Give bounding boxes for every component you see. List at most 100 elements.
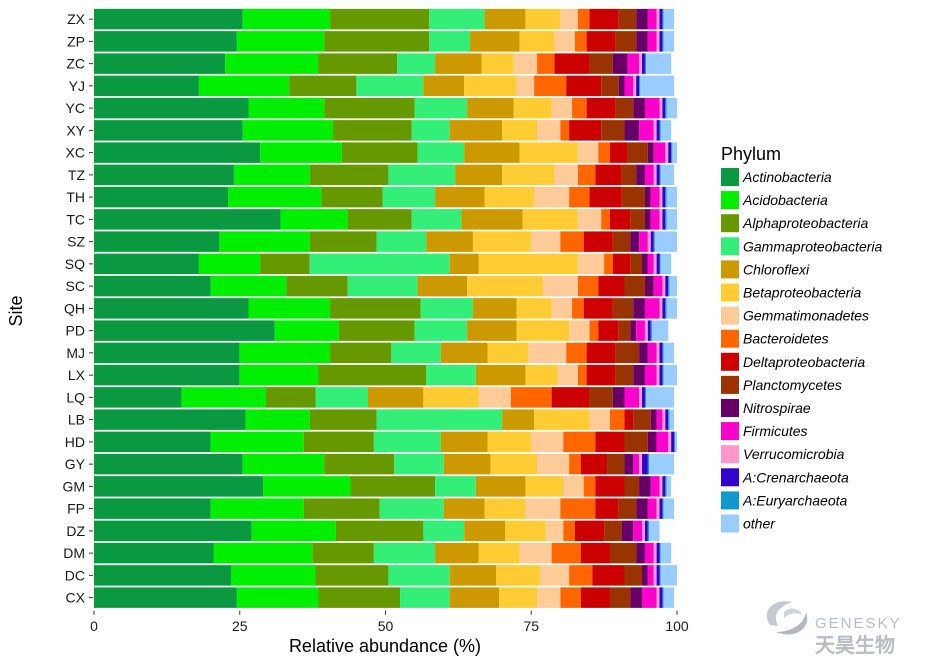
bar-segment-MJ-other: [663, 342, 675, 364]
bar-segment-SZ-alphaproteobacteria: [309, 231, 377, 252]
bar-segment-YC-a-euryarchaeota: [665, 97, 667, 119]
bar-segment-CX-nitrospirae: [630, 587, 643, 608]
bar-segment-TZ-chloroflexi: [455, 164, 503, 186]
bar-segment-DZ-actinobacteria: [94, 520, 252, 542]
bar-segment-GM-acidobacteria: [263, 476, 351, 497]
bar-segment-ZC-bacteroidetes: [537, 53, 555, 74]
bar-segment-LX-acidobacteria: [239, 364, 319, 386]
bar-segment-SC-other: [669, 275, 677, 297]
bar-segment-SC-a-euryarchaeota: [668, 275, 670, 297]
bar-segment-DZ-deltaproteobacteria: [574, 520, 605, 542]
bar-segment-SC-acidobacteria: [210, 275, 287, 297]
bar-segment-HD-gemmatimonadetes: [531, 431, 564, 453]
y-tick-label-qh: QH: [64, 300, 85, 316]
bar-segment-TZ-nitrospirae: [636, 164, 645, 186]
legend-label-alphaproteobacteria: Alphaproteobacteria: [742, 215, 869, 231]
bar-segment-SQ-gemmatimonadetes: [577, 253, 605, 275]
legend-label-nitrospirae: Nitrospirae: [743, 400, 811, 416]
bar-segment-ZC-betaproteobacteria: [481, 53, 514, 74]
bar-segment-YC-planctomycetes: [615, 97, 634, 119]
bar-segment-QH-alphaproteobacteria: [330, 298, 421, 319]
y-tick-label-sc: SC: [66, 278, 85, 294]
y-tick-label-yc: YC: [66, 100, 85, 116]
bar-segment-MJ-gammaproteobacteria: [391, 342, 441, 364]
legend-swatch-firmicutes: [721, 422, 739, 441]
bar-segment-HD-chloroflexi: [440, 431, 488, 453]
bar-segment-ZC-a-crenarchaeota: [642, 53, 645, 74]
bar-segment-QH-bacteroidetes: [572, 298, 584, 319]
bar-segment-ZX-firmicutes: [647, 8, 657, 30]
y-tick-label-sz: SZ: [67, 234, 85, 250]
legend-label-gammaproteobacteria: Gammaproteobacteria: [743, 238, 883, 254]
bar-segment-XY-bacteroidetes: [560, 120, 570, 141]
bar-segment-DC-a-crenarchaeota: [656, 565, 660, 586]
legend-label-other: other: [743, 516, 776, 532]
bar-segment-XY-betaproteobacteria: [502, 120, 538, 141]
bar-segment-ZC-acidobacteria: [225, 53, 319, 74]
bar-segment-TZ-actinobacteria: [94, 164, 234, 186]
bar-segment-SQ-gammaproteobacteria: [309, 253, 450, 275]
bar-segment-YJ-chloroflexi: [423, 75, 465, 97]
bar-segment-TH-gammaproteobacteria: [382, 186, 436, 208]
bar-segment-TC-acidobacteria: [280, 209, 348, 230]
y-tick-label-xc: XC: [66, 145, 85, 161]
bar-segment-DZ-planctomycetes: [604, 520, 622, 542]
bar-segment-ZP-chloroflexi: [470, 31, 520, 52]
bar-segment-XC-a-euryarchaeota: [671, 142, 673, 163]
bar-segment-GM-gammaproteobacteria: [435, 476, 476, 497]
bar-segment-HD-other: [675, 431, 677, 453]
bar-segment-ZX-nitrospirae: [636, 8, 648, 30]
bar-segment-HD-deltaproteobacteria: [595, 431, 625, 453]
bar-segment-YC-alphaproteobacteria: [324, 97, 415, 119]
legend-swatch-other: [721, 514, 739, 533]
bar-segment-PD-bacteroidetes: [589, 320, 599, 341]
bar-segment-LX-alphaproteobacteria: [318, 364, 427, 386]
bar-segment-LB-actinobacteria: [94, 409, 246, 430]
bar-segment-SC-gemmatimonadetes: [542, 275, 578, 297]
bar-segment-GY-nitrospirae: [624, 453, 634, 475]
bar-segment-DZ-bacteroidetes: [563, 520, 575, 542]
bar-segment-YC-other: [666, 97, 677, 119]
bar-segment-LQ-betaproteobacteria: [423, 387, 479, 408]
bar-segment-LX-bacteroidetes: [577, 364, 587, 386]
bar-segment-ZX-betaproteobacteria: [525, 8, 561, 30]
bar-segment-ZC-firmicutes: [627, 53, 640, 74]
bar-segment-GY-a-euryarchaeota: [647, 453, 650, 475]
bar-segment-DZ-gemmatimonadetes: [545, 520, 564, 542]
bar-segment-SQ-planctomycetes: [630, 253, 643, 275]
bar-segment-TC-bacteroidetes: [601, 209, 610, 230]
bar-segment-SZ-chloroflexi: [426, 231, 473, 252]
y-tick-label-th: TH: [66, 189, 85, 205]
bar-segment-MJ-gemmatimonadetes: [528, 342, 567, 364]
logo-mark-icon: [766, 601, 808, 635]
bar-segment-YJ-planctomycetes: [601, 75, 619, 97]
bar-segment-XC-planctomycetes: [627, 142, 648, 163]
bar-segment-TH-a-euryarchaeota: [665, 186, 667, 208]
bar-segment-MJ-chloroflexi: [440, 342, 488, 364]
bar-segment-GM-planctomycetes: [624, 476, 640, 497]
bar-segment-DZ-verrucomicrobia: [642, 520, 645, 542]
x-tick-label-50: 50: [378, 618, 394, 634]
bar-segment-LB-chloroflexi: [502, 409, 535, 430]
bar-segment-TC-gemmatimonadetes: [577, 209, 602, 230]
bar-segment-SQ-firmicutes: [647, 253, 654, 275]
bars-layer: [94, 8, 677, 608]
bar-segment-QH-planctomycetes: [612, 298, 634, 319]
bar-segment-YC-firmicutes: [644, 97, 660, 119]
bar-segment-DM-planctomycetes: [609, 542, 637, 564]
bar-segment-TH-chloroflexi: [435, 186, 485, 208]
bar-segment-PD-verrucomicrobia: [644, 320, 648, 341]
legend-swatch-nitrospirae: [721, 399, 739, 417]
bar-segment-DC-bacteroidetes: [569, 565, 593, 586]
bar-segment-DC-alphaproteobacteria: [315, 565, 389, 586]
bar-segment-GM-gemmatimonadetes: [563, 476, 584, 497]
bar-segment-DC-verrucomicrobia: [653, 565, 657, 586]
bar-segment-LB-betaproteobacteria: [534, 409, 590, 430]
bar-segment-LQ-actinobacteria: [94, 387, 182, 408]
bar-segment-XY-a-crenarchaeota: [656, 120, 660, 141]
bar-segment-SC-chloroflexi: [417, 275, 468, 297]
bar-segment-PD-other: [651, 320, 669, 341]
bar-segment-XY-gammaproteobacteria: [411, 120, 450, 141]
bar-segment-ZP-acidobacteria: [236, 31, 325, 52]
bar-segment-ZP-gemmatimonadetes: [554, 31, 575, 52]
